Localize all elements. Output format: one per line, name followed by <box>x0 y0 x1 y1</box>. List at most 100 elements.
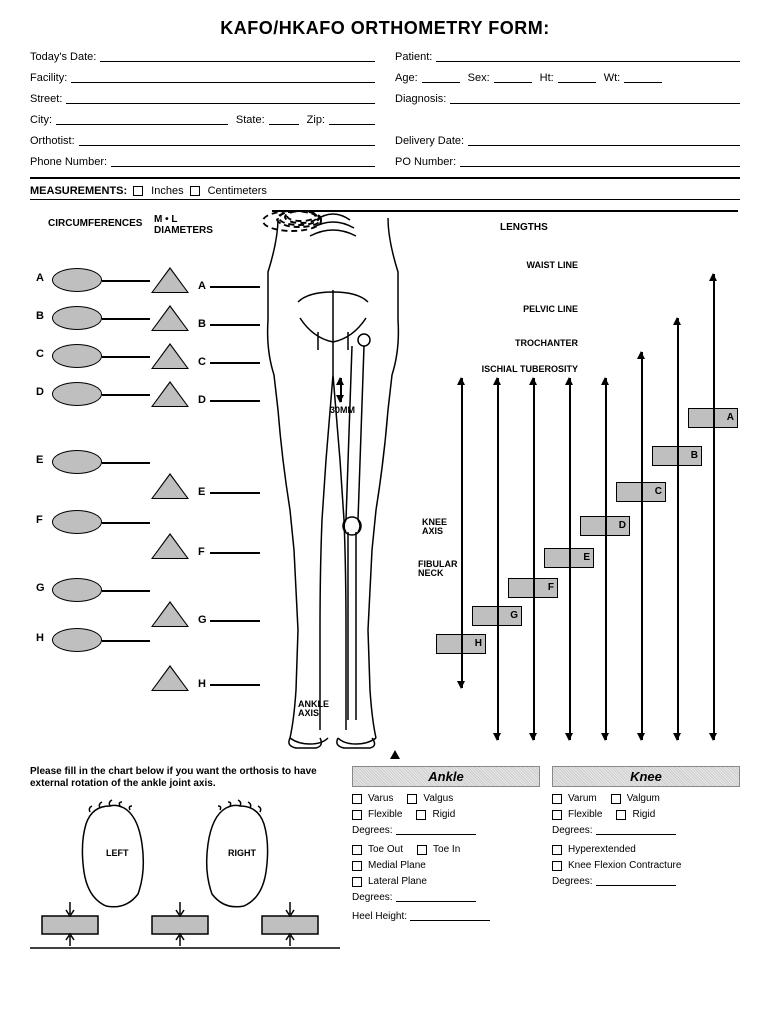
conn-B <box>102 318 150 320</box>
cbx-ankle-rigid[interactable] <box>416 810 426 820</box>
anat--mm: 30MM <box>330 406 355 415</box>
cbx-hyper[interactable] <box>552 845 562 855</box>
cbx-toeout[interactable] <box>352 845 362 855</box>
line-fibular <box>362 210 416 212</box>
conn-A <box>102 280 150 282</box>
field-sex[interactable]: Sex: <box>468 72 532 84</box>
lbl-toeout: Toe Out <box>368 844 403 855</box>
circ-input-F[interactable] <box>52 510 102 534</box>
input-ankle-degrees2[interactable] <box>396 901 476 902</box>
measurements-row: MEASUREMENTS: Inches Centimeters <box>30 185 740 197</box>
dash-ellipse-g2 <box>286 210 316 222</box>
lbl-heel: Heel Height: <box>352 911 407 922</box>
cbx-contracture[interactable] <box>552 861 562 871</box>
row-letter-B: B <box>36 310 44 322</box>
diagram-area: CIRCUMFERENCES M • L DIAMETERS LENGTHS A… <box>30 210 740 760</box>
len-label-pelvic-line: PELVIC LINE <box>448 304 578 314</box>
cbx-medial[interactable] <box>352 861 362 871</box>
lbl-varum: Varum <box>568 793 597 804</box>
row-letter-F: F <box>36 514 43 526</box>
circ-input-H[interactable] <box>52 628 102 652</box>
cbx-valgus[interactable] <box>407 794 417 804</box>
input-knee-degrees[interactable] <box>596 834 676 835</box>
input-knee-degrees2[interactable] <box>596 885 676 886</box>
circ-input-B[interactable] <box>52 306 102 330</box>
col-diameters: M • L DIAMETERS <box>154 214 213 236</box>
checkbox-centimeters[interactable] <box>190 186 200 196</box>
field-zip[interactable]: Zip: <box>307 114 375 126</box>
field-patient[interactable]: Patient: <box>395 51 740 63</box>
field-ponumber[interactable]: PO Number: <box>395 156 740 168</box>
ankle-knee-section: Ankle Varus Valgus Flexible Rigid Degree… <box>352 766 740 952</box>
field-orthotist[interactable]: Orthotist: <box>30 135 375 147</box>
lbl-lateral: Lateral Plane <box>368 876 427 887</box>
diam-letter-E: E <box>198 486 205 498</box>
length-arrow-5 <box>533 378 535 740</box>
length-arrow-2 <box>641 352 643 740</box>
field-deliverydate[interactable]: Delivery Date: <box>395 135 740 147</box>
anat-fibular-neck: FIBULAR NECK <box>418 560 458 578</box>
checkbox-inches[interactable] <box>133 186 143 196</box>
unit-inches: Inches <box>151 185 183 197</box>
field-street[interactable]: Street: <box>30 93 375 105</box>
conn2-G <box>210 620 260 622</box>
lbl-valgus: Valgus <box>423 793 453 804</box>
cbx-knee-rigid[interactable] <box>616 810 626 820</box>
arrow-30mm <box>340 378 342 402</box>
input-ankle-degrees[interactable] <box>396 834 476 835</box>
conn-G <box>102 590 150 592</box>
field-phonenumber[interactable]: Phone Number: <box>30 156 375 168</box>
ankle-col: Ankle Varus Valgus Flexible Rigid Degree… <box>352 766 540 952</box>
circ-input-D[interactable] <box>52 382 102 406</box>
conn-C <box>102 356 150 358</box>
length-arrow-1 <box>677 318 679 740</box>
field-todaysdate[interactable]: Today's Date: <box>30 51 375 63</box>
field-diagnosis[interactable]: Diagnosis: <box>395 93 740 105</box>
body-diagram <box>238 210 428 750</box>
lbl-ankle-degrees: Degrees: <box>352 825 393 836</box>
field-facility[interactable]: Facility: <box>30 72 375 84</box>
measurements-label: MEASUREMENTS: <box>30 185 127 197</box>
conn-E <box>102 462 150 464</box>
conn-D <box>102 394 150 396</box>
conn2-D <box>210 400 260 402</box>
conn2-B <box>210 324 260 326</box>
circ-input-C[interactable] <box>52 344 102 368</box>
cbx-varus[interactable] <box>352 794 362 804</box>
field-age[interactable]: Age: <box>395 72 460 84</box>
cbx-varum[interactable] <box>552 794 562 804</box>
floor-arrow-up <box>390 750 400 759</box>
circ-input-E[interactable] <box>52 450 102 474</box>
len-label-ischial-tuberosity: ISCHIAL TUBEROSITY <box>448 364 578 374</box>
row-letter-G: G <box>36 582 45 594</box>
feet-box: Please fill in the chart below if you wa… <box>30 766 340 952</box>
col-circumferences: CIRCUMFERENCES <box>48 218 142 229</box>
cbx-toein[interactable] <box>417 845 427 855</box>
input-heel[interactable] <box>410 920 490 921</box>
foot-right-label: RIGHT <box>228 848 257 858</box>
lbl-ankle-degrees2: Degrees: <box>352 892 393 903</box>
diam-letter-G: G <box>198 614 207 626</box>
form-title: KAFO/HKAFO ORTHOMETRY FORM: <box>30 18 740 39</box>
cbx-lateral[interactable] <box>352 877 362 887</box>
cbx-ankle-flex[interactable] <box>352 810 362 820</box>
lbl-valgum: Valgum <box>627 793 660 804</box>
anat-ankle-axis: ANKLE AXIS <box>298 700 329 718</box>
lbl-medial: Medial Plane <box>368 860 426 871</box>
feet-diagram: LEFT RIGHT <box>30 794 340 949</box>
col-lengths: LENGTHS <box>500 222 548 233</box>
diam-letter-H: H <box>198 678 206 690</box>
knee-col: Knee Varum Valgum Flexible Rigid Degrees… <box>552 766 740 952</box>
circ-input-G[interactable] <box>52 578 102 602</box>
field-state[interactable]: State: <box>236 114 299 126</box>
field-wt[interactable]: Wt: <box>604 72 663 84</box>
field-city[interactable]: City: <box>30 114 228 126</box>
lbl-hyper: Hyperextended <box>568 844 636 855</box>
row-letter-E: E <box>36 454 43 466</box>
len-label-trochanter: TROCHANTER <box>448 338 578 348</box>
circ-input-A[interactable] <box>52 268 102 292</box>
diam-letter-A: A <box>198 280 206 292</box>
field-ht[interactable]: Ht: <box>540 72 596 84</box>
cbx-valgum[interactable] <box>611 794 621 804</box>
cbx-knee-flex[interactable] <box>552 810 562 820</box>
